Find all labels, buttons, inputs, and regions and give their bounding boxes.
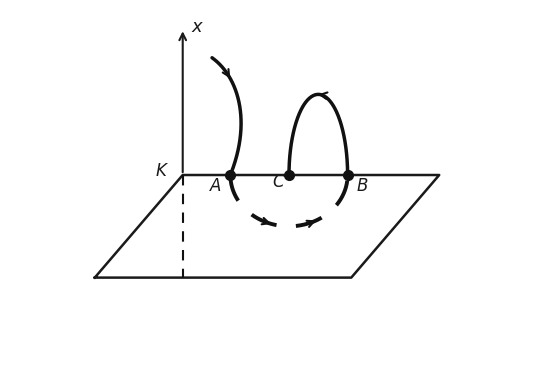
Text: x: x [192, 17, 202, 36]
Text: B: B [357, 177, 368, 195]
Text: A: A [210, 177, 222, 195]
Text: K: K [155, 162, 166, 180]
Text: C: C [272, 173, 284, 191]
